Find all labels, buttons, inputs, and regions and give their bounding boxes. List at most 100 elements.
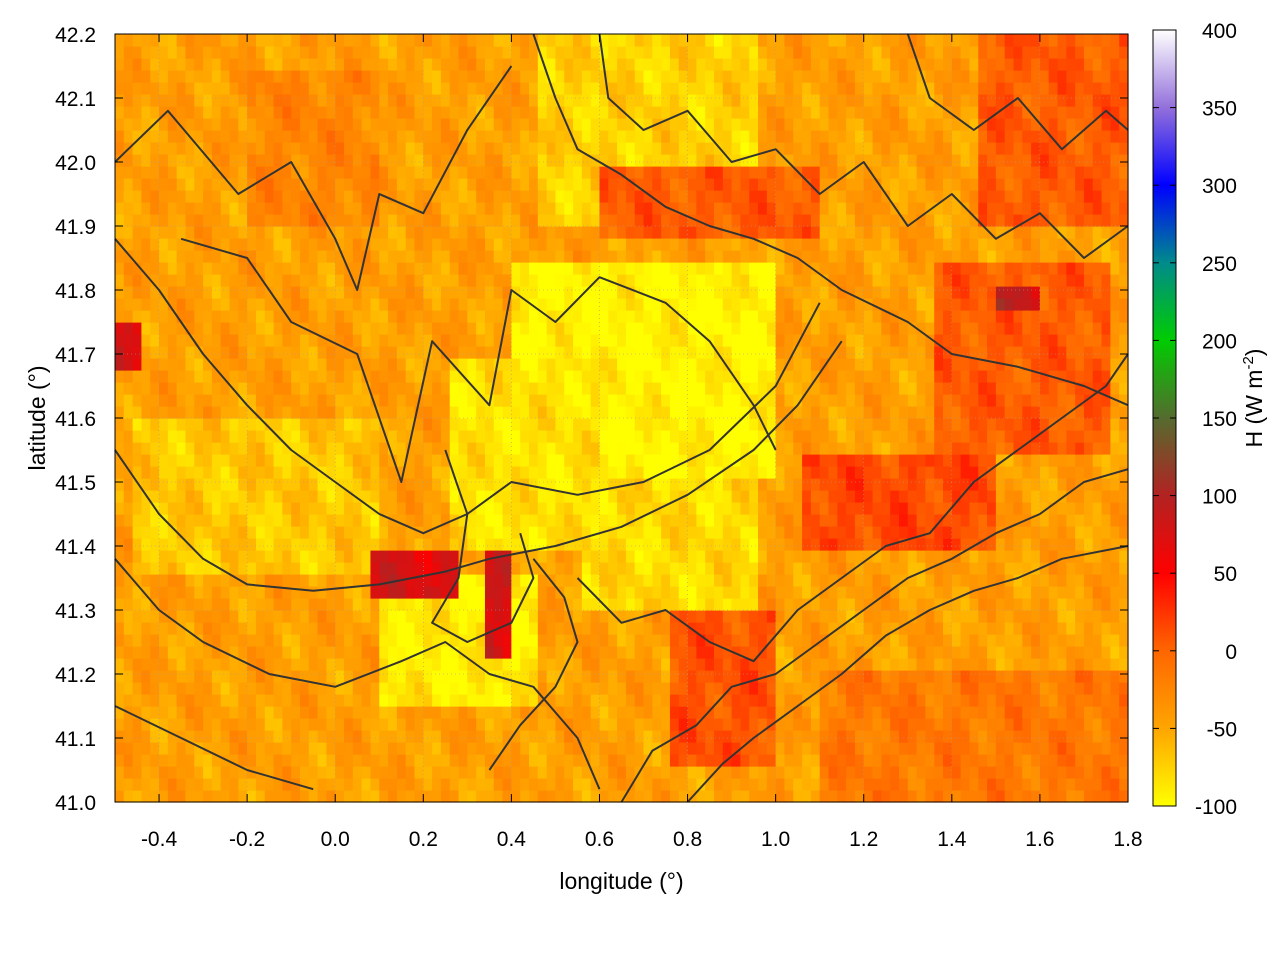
heat-cell: [995, 634, 1006, 647]
heat-cell: [687, 766, 697, 779]
heat-cell: [898, 478, 909, 491]
heat-cell: [987, 718, 997, 731]
heat-cell: [819, 490, 830, 503]
heat-cell: [846, 718, 856, 731]
heat-cell: [370, 718, 380, 731]
heat-cell: [432, 502, 442, 515]
heat-cell: [819, 298, 830, 311]
heat-cell: [335, 502, 345, 515]
heat-cell: [167, 274, 178, 287]
heat-cell: [590, 490, 601, 503]
heat-cell: [784, 598, 794, 611]
heat-cell: [344, 502, 354, 515]
heat-cell: [1110, 754, 1120, 767]
heat-cell: [476, 514, 486, 527]
heat-cell: [599, 454, 609, 467]
heat-cell: [361, 286, 372, 299]
heat-cell: [705, 310, 715, 323]
heat-cell: [634, 502, 645, 515]
heat-cell: [511, 394, 521, 407]
heat-cell: [1075, 358, 1085, 371]
heat-cell: [467, 358, 477, 371]
heat-cell: [238, 526, 248, 539]
heat-cell: [1066, 502, 1076, 515]
heat-cell: [176, 778, 187, 791]
heat-cell: [326, 274, 336, 287]
heat-cell: [370, 370, 380, 383]
heat-cell: [255, 406, 266, 419]
heat-cell: [995, 490, 1006, 503]
heat-cell: [599, 406, 609, 419]
heat-cell: [661, 514, 671, 527]
heat-cell: [687, 394, 697, 407]
heat-cell: [978, 754, 988, 767]
heat-cell: [255, 598, 266, 611]
heat-cell: [643, 514, 653, 527]
heat-cell: [696, 526, 706, 539]
heat-cell: [678, 370, 689, 383]
heat-cell: [1022, 658, 1032, 671]
heat-cell: [916, 586, 926, 599]
heat-cell: [1031, 682, 1041, 695]
heat-cell: [678, 742, 689, 755]
heat-cell: [247, 790, 257, 803]
heat-cell: [458, 682, 468, 695]
heat-cell: [564, 574, 574, 587]
heat-cell: [194, 310, 204, 323]
heat-cell: [159, 370, 169, 383]
heat-cell: [590, 406, 601, 419]
heat-cell: [775, 526, 786, 539]
heat-cell: [282, 478, 292, 491]
heat-cell: [581, 430, 592, 443]
heat-cell: [1101, 598, 1111, 611]
heat-cell: [458, 610, 468, 623]
heat-cell: [1110, 310, 1120, 323]
heat-cell: [238, 334, 248, 347]
heat-cell: [669, 466, 680, 479]
heat-cell: [802, 754, 812, 767]
heat-cell: [229, 418, 239, 431]
heat-cell: [573, 610, 583, 623]
heat-cell: [1057, 382, 1067, 395]
heat-cell: [775, 586, 786, 599]
heat-cell: [502, 778, 512, 791]
heat-cell: [194, 670, 204, 683]
heat-cell: [176, 622, 187, 635]
heat-cell: [854, 346, 865, 359]
heat-cell: [1110, 742, 1120, 755]
heat-cell: [669, 382, 680, 395]
heat-cell: [476, 586, 486, 599]
heat-cell: [449, 622, 460, 635]
heat-cell: [123, 418, 134, 431]
heat-cell: [211, 358, 222, 371]
heat-cell: [1039, 358, 1050, 371]
heat-cell: [520, 358, 530, 371]
heat-cell: [361, 442, 372, 455]
heat-cell: [291, 718, 301, 731]
heat-cell: [220, 670, 231, 683]
heat-cell: [846, 454, 856, 467]
heat-cell: [863, 670, 874, 683]
heat-cell: [573, 382, 583, 395]
heat-cell: [590, 466, 601, 479]
heat-cell: [238, 766, 248, 779]
heat-cell: [344, 382, 354, 395]
heat-cell: [440, 586, 451, 599]
heat-cell: [326, 406, 336, 419]
heat-cell: [405, 538, 416, 551]
heat-cell: [969, 298, 979, 311]
heat-cell: [440, 358, 451, 371]
heat-cell: [881, 514, 891, 527]
heat-cell: [846, 778, 856, 791]
heat-cell: [872, 406, 882, 419]
heat-cell: [951, 370, 962, 383]
heat-cell: [775, 598, 786, 611]
heat-cell: [987, 454, 997, 467]
heat-cell: [546, 682, 557, 695]
heat-cell: [564, 310, 574, 323]
heat-cell: [1031, 418, 1041, 431]
heat-cell: [396, 286, 407, 299]
heat-cell: [432, 622, 442, 635]
heat-cell: [872, 610, 882, 623]
heat-cell: [176, 286, 187, 299]
